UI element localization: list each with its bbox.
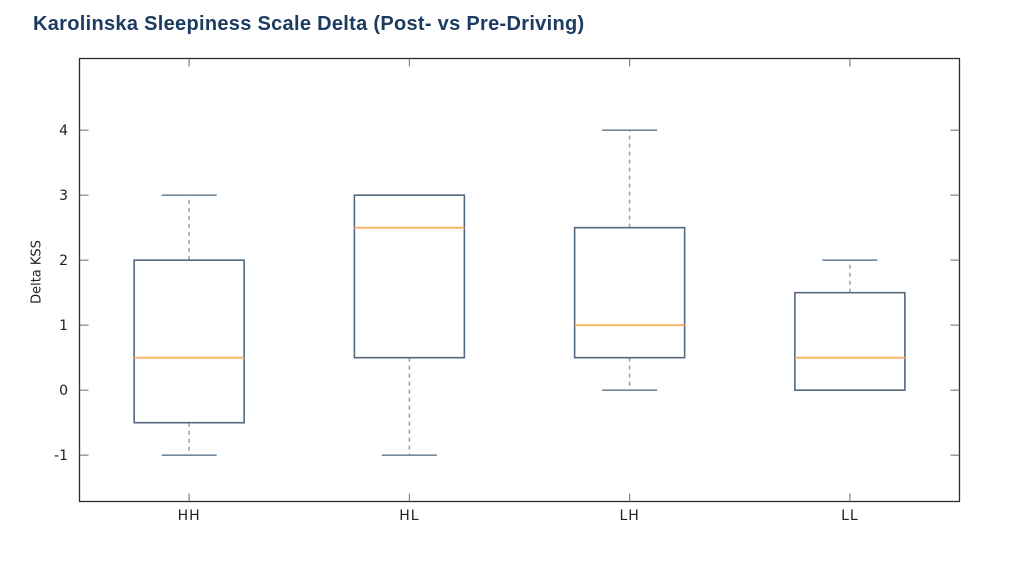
box-HH bbox=[133, 259, 245, 424]
x-tick-label: LL bbox=[841, 508, 859, 524]
y-tick-label: -1 bbox=[54, 448, 68, 464]
x-tick-label: HH bbox=[178, 508, 201, 524]
chart-title: Karolinska Sleepiness Scale Delta (Post-… bbox=[33, 13, 585, 35]
x-tick-label: HL bbox=[399, 508, 419, 524]
y-tick-label: 2 bbox=[59, 253, 68, 269]
y-tick-label: 1 bbox=[59, 318, 68, 334]
box-LH bbox=[573, 226, 686, 359]
x-tick-label: LH bbox=[619, 508, 639, 524]
y-tick-label: 4 bbox=[59, 123, 68, 139]
y-tick-label: 3 bbox=[59, 188, 68, 204]
plot-frame bbox=[78, 57, 961, 503]
box-HL bbox=[353, 194, 466, 359]
y-tick-label: 0 bbox=[59, 383, 68, 399]
box-LL bbox=[794, 291, 906, 391]
